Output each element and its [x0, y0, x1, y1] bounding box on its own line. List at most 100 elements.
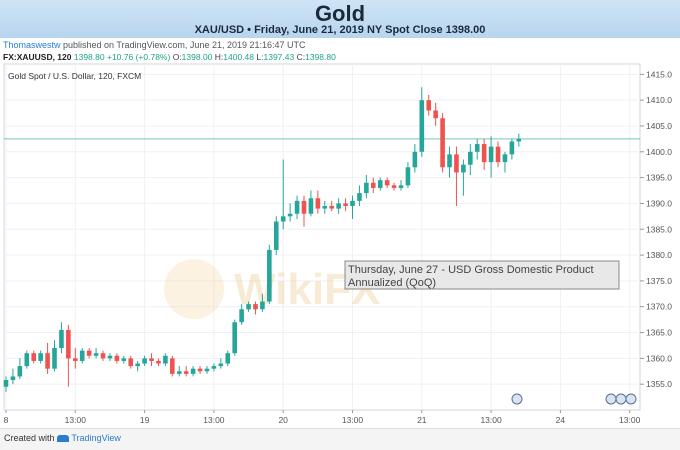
candle-body — [38, 353, 43, 361]
close-label: C: — [296, 52, 306, 62]
candle-body — [502, 154, 508, 163]
header-bar — [0, 0, 680, 38]
candle — [516, 133, 522, 147]
candle — [260, 293, 265, 312]
publisher-text: published on TradingView.com, June 21, 2… — [60, 40, 306, 50]
candle — [412, 144, 418, 173]
candle-body — [190, 368, 196, 374]
candle — [128, 355, 134, 369]
candle-body — [142, 358, 147, 364]
candle — [336, 198, 341, 214]
candle-body — [315, 198, 321, 209]
y-tick-label: 1405.0 — [646, 121, 672, 131]
candle — [357, 185, 362, 207]
candle-body — [454, 154, 459, 173]
candle-body — [149, 358, 154, 361]
candle-body — [156, 360, 161, 364]
y-tick-label: 1365.0 — [646, 328, 672, 338]
candle-body — [481, 144, 487, 163]
candle-body — [79, 350, 85, 361]
candle — [468, 144, 473, 176]
y-tick-label: 1395.0 — [646, 173, 672, 183]
candle-body — [211, 366, 217, 369]
candle — [142, 355, 147, 367]
y-tick-label: 1415.0 — [646, 69, 672, 79]
event-flag-icon[interactable] — [511, 393, 523, 405]
candle — [308, 190, 314, 217]
plot-area — [3, 63, 641, 411]
candle-body — [343, 203, 348, 207]
candle — [3, 376, 9, 392]
candle-body — [329, 206, 335, 209]
candle-body — [204, 368, 210, 372]
low-label: L: — [256, 52, 264, 62]
candle-body — [322, 206, 328, 209]
candle-body — [3, 380, 9, 387]
candle-body — [93, 353, 99, 356]
y-tick-label: 1375.0 — [646, 276, 672, 286]
candle — [384, 177, 390, 188]
event-annotation[interactable]: Thursday, June 27 - USD Gross Domestic P… — [344, 260, 620, 290]
candle-body — [163, 355, 168, 364]
candle — [107, 353, 113, 361]
candle — [100, 350, 106, 361]
candle — [440, 113, 445, 173]
candle-body — [350, 200, 355, 207]
candle-body — [121, 358, 127, 361]
candle-body — [73, 358, 78, 361]
candle — [301, 195, 307, 227]
candle — [135, 360, 140, 372]
candle — [225, 350, 231, 367]
event-flag-icon[interactable] — [605, 393, 617, 405]
page-subtitle: XAU/USD • Friday, June 21, 2019 NY Spot … — [194, 24, 486, 36]
candle — [31, 350, 37, 364]
candle — [405, 162, 411, 188]
y-tick-label: 1385.0 — [646, 224, 672, 234]
x-tick-label: 13:00 — [480, 415, 502, 425]
candle — [121, 355, 127, 364]
event-flag-icon[interactable] — [625, 393, 637, 405]
candle — [398, 180, 404, 191]
candle — [73, 348, 78, 369]
candle-body — [135, 363, 140, 367]
publisher-line: Thomaswestw published on TradingView.com… — [3, 40, 306, 50]
candles — [3, 87, 522, 392]
candle — [329, 200, 335, 212]
candle-body — [301, 200, 307, 214]
candle-body — [10, 376, 16, 381]
candle — [38, 350, 43, 364]
candle — [343, 198, 348, 212]
candle-body — [447, 154, 452, 168]
candle-body — [461, 164, 466, 173]
candle — [176, 366, 182, 377]
candle-body — [100, 353, 106, 359]
candle — [433, 102, 438, 126]
x-tick-label: 8 — [4, 415, 9, 425]
annotation-line-1: Thursday, June 27 - USD Gross Domestic P… — [348, 264, 594, 276]
watermark-logo-icon — [164, 259, 224, 319]
event-flags[interactable] — [511, 393, 637, 405]
candle-body — [391, 185, 397, 188]
candle-body — [267, 249, 272, 302]
candle-body — [24, 353, 30, 367]
low-value: 1397.43 — [263, 52, 295, 62]
author-link[interactable]: Thomaswestw — [3, 40, 61, 50]
footer-bar — [0, 428, 680, 450]
candle-body — [364, 182, 369, 194]
footer-brand[interactable]: TradingView — [71, 433, 121, 443]
open-label: O: — [172, 52, 182, 62]
series-label: Gold Spot / U.S. Dollar, 120, FXCM — [8, 71, 141, 81]
event-flag-icon[interactable] — [615, 393, 627, 405]
candle — [426, 94, 432, 116]
candle-body — [52, 348, 57, 369]
candle-body — [17, 366, 23, 377]
candle-body — [45, 353, 50, 369]
candle-body — [86, 350, 92, 356]
candle-body — [218, 363, 224, 367]
candle — [86, 348, 92, 359]
candle — [495, 141, 501, 168]
x-tick-label: 20 — [278, 415, 288, 425]
candle — [246, 301, 251, 312]
